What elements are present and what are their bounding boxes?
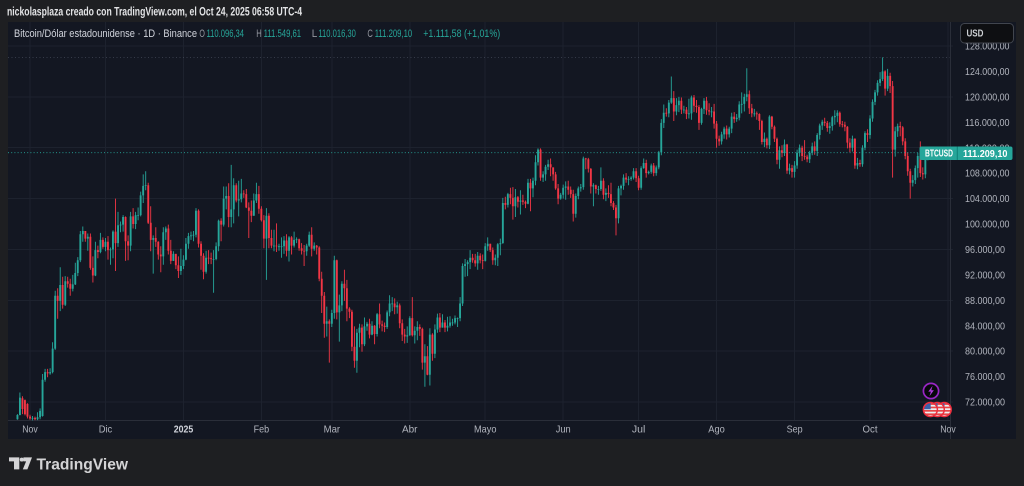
svg-text:USD: USD: [967, 29, 984, 40]
svg-text:108.000,00: 108.000,00: [965, 168, 1010, 180]
svg-text:+1.111,58 (+1,01%): +1.111,58 (+1,01%): [423, 28, 500, 40]
svg-text:116.000,00: 116.000,00: [965, 117, 1010, 129]
svg-text:88.000,00: 88.000,00: [965, 295, 1005, 307]
svg-text:L: L: [312, 28, 318, 40]
svg-text:100.000,00: 100.000,00: [965, 219, 1010, 231]
svg-text:BTCUSD: BTCUSD: [925, 148, 953, 160]
svg-text:2025: 2025: [174, 424, 194, 436]
svg-text:84.000,00: 84.000,00: [965, 320, 1005, 332]
svg-text:Jul: Jul: [632, 424, 646, 436]
svg-text:76.000,00: 76.000,00: [965, 371, 1005, 383]
svg-text:Dic: Dic: [99, 424, 113, 436]
svg-text:Oct: Oct: [863, 424, 878, 436]
svg-text:Ago: Ago: [708, 424, 725, 436]
svg-text:111.209,10: 111.209,10: [375, 28, 413, 40]
svg-text:111.549,61: 111.549,61: [264, 28, 302, 40]
svg-text:Nov: Nov: [940, 424, 956, 436]
svg-text:Jun: Jun: [556, 424, 571, 436]
svg-text:Sep: Sep: [787, 424, 803, 436]
svg-text:124.000,00: 124.000,00: [965, 66, 1010, 78]
svg-text:111.209,10: 111.209,10: [963, 148, 1008, 160]
svg-text:110.096,34: 110.096,34: [207, 28, 245, 40]
svg-text:nickolasplaza creado con Tradi: nickolasplaza creado con TradingView.com…: [7, 6, 302, 18]
svg-text:C: C: [367, 28, 373, 40]
svg-text:96.000,00: 96.000,00: [965, 244, 1005, 256]
svg-text:O: O: [199, 28, 205, 40]
svg-text:TradingView: TradingView: [37, 457, 129, 474]
svg-text:120.000,00: 120.000,00: [965, 92, 1010, 104]
svg-text:Mayo: Mayo: [474, 424, 497, 436]
svg-text:Mar: Mar: [324, 424, 341, 436]
svg-text:Feb: Feb: [254, 424, 270, 436]
svg-text:80.000,00: 80.000,00: [965, 346, 1005, 358]
svg-text:104.000,00: 104.000,00: [965, 193, 1010, 205]
svg-text:Abr: Abr: [402, 424, 418, 436]
svg-text:Bitcoin/Dólar estadounidense ·: Bitcoin/Dólar estadounidense · 1D · Bina…: [14, 28, 197, 40]
svg-text:92.000,00: 92.000,00: [965, 270, 1005, 282]
svg-text:72.000,00: 72.000,00: [965, 397, 1005, 409]
svg-text:128.000,00: 128.000,00: [965, 41, 1010, 53]
svg-text:Nov: Nov: [22, 424, 38, 436]
svg-text:H: H: [256, 28, 262, 40]
svg-text:110.016,30: 110.016,30: [318, 28, 356, 40]
